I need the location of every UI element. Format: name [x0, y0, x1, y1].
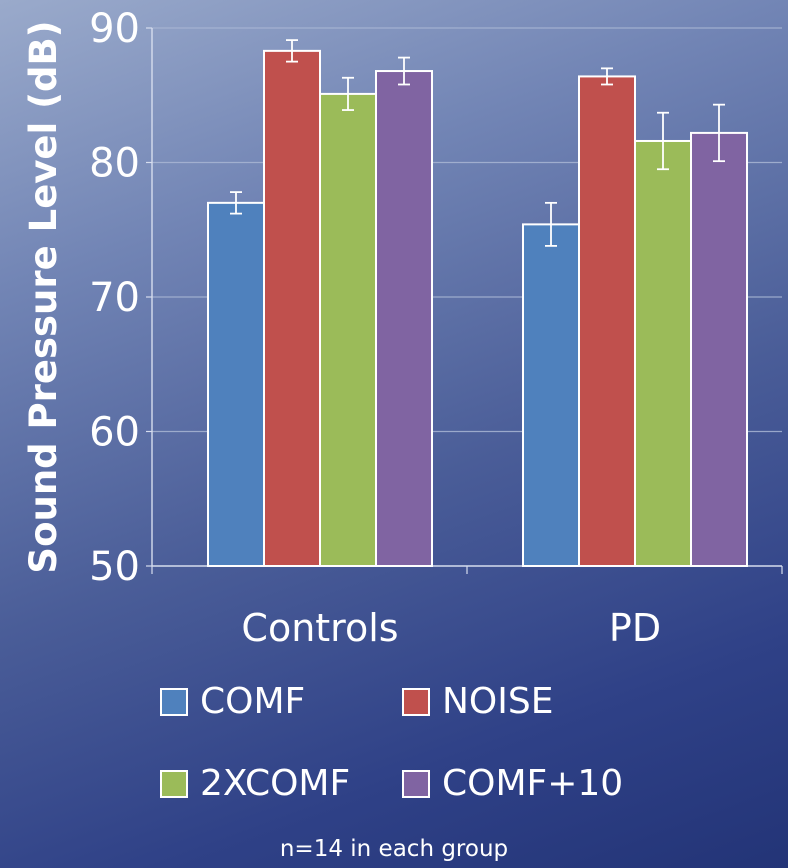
x-category-label-pd: PD: [609, 606, 661, 650]
legend-item-comf-plus-10: COMF+10: [402, 764, 662, 804]
y-tick-label-70: 70: [89, 275, 140, 321]
y-tick-label-80: 80: [89, 141, 140, 187]
legend-item-comf: COMF: [160, 682, 402, 722]
bar-comf-controls: [207, 201, 265, 567]
y-tick-label-50: 50: [89, 544, 140, 590]
legend-label-noise: NOISE: [442, 681, 554, 722]
bar-2xcomf-pd: [634, 139, 692, 567]
bar-comf-plus-10-pd: [690, 131, 748, 567]
sample-size-note: n=14 in each group: [279, 836, 509, 862]
x-category-label-controls: Controls: [241, 606, 398, 650]
y-tick-label-90: 90: [89, 6, 140, 52]
bar-noise-pd: [578, 75, 636, 567]
legend-label-comf: COMF: [200, 681, 306, 722]
legend: COMF NOISE 2XCOMF COMF+10: [160, 682, 680, 804]
legend-label-2xcomf: 2XCOMF: [200, 763, 351, 804]
legend-swatch-comf: [160, 688, 188, 716]
bar-comf-pd: [522, 223, 580, 567]
legend-label-comf-plus-10: COMF+10: [442, 763, 624, 804]
legend-swatch-2xcomf: [160, 770, 188, 798]
legend-swatch-comf-plus-10: [402, 770, 430, 798]
bar-2xcomf-controls: [319, 92, 377, 567]
bar-comf-plus-10-controls: [375, 70, 433, 567]
legend-item-2xcomf: 2XCOMF: [160, 764, 402, 804]
legend-item-noise: NOISE: [402, 682, 662, 722]
legend-swatch-noise: [402, 688, 430, 716]
bar-noise-controls: [263, 49, 321, 568]
y-axis-title: Sound Pressure Level (dB): [22, 20, 65, 573]
y-tick-label-60: 60: [89, 410, 140, 456]
